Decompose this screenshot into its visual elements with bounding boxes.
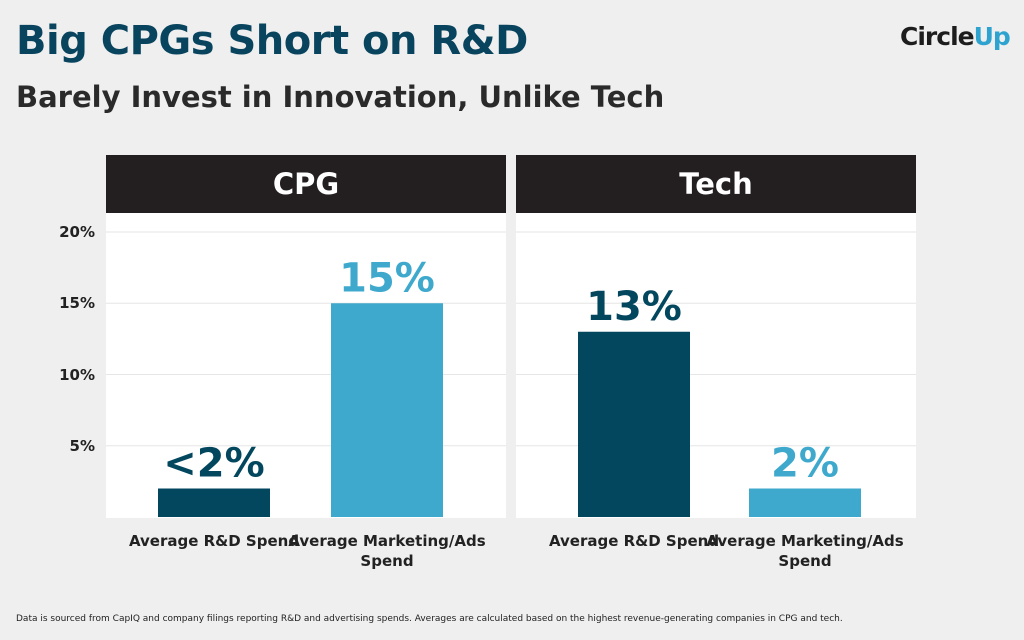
- category-label: Average R&D Spend: [128, 532, 300, 550]
- data-label: 13%: [586, 284, 682, 330]
- data-label: <2%: [163, 441, 264, 487]
- chart-title: Big CPGs Short on R&D: [16, 18, 528, 64]
- category-label: Average Marketing/Ads Spend: [288, 532, 486, 570]
- bar: [578, 331, 690, 517]
- bar: [158, 488, 270, 517]
- y-tick-label: 5%: [69, 436, 95, 455]
- footnote: Data is sourced from CapIQ and company f…: [16, 614, 843, 624]
- y-tick-label: 15%: [59, 294, 95, 313]
- chart-subtitle: Barely Invest in Innovation, Unlike Tech: [16, 80, 665, 114]
- y-tick-label: 10%: [59, 365, 95, 384]
- data-label: 15%: [339, 255, 435, 301]
- category-label: Average Marketing/Ads Spend: [706, 532, 904, 570]
- bar: [749, 488, 861, 517]
- y-tick-label: 20%: [59, 223, 95, 241]
- data-label: 2%: [771, 441, 839, 487]
- category-label: Average R&D Spend: [548, 532, 720, 550]
- panel-title-tech: Tech: [516, 155, 916, 213]
- panel-title-cpg: CPG: [106, 155, 506, 213]
- bar: [331, 303, 443, 517]
- circleup-logo: CircleUp: [900, 22, 1011, 51]
